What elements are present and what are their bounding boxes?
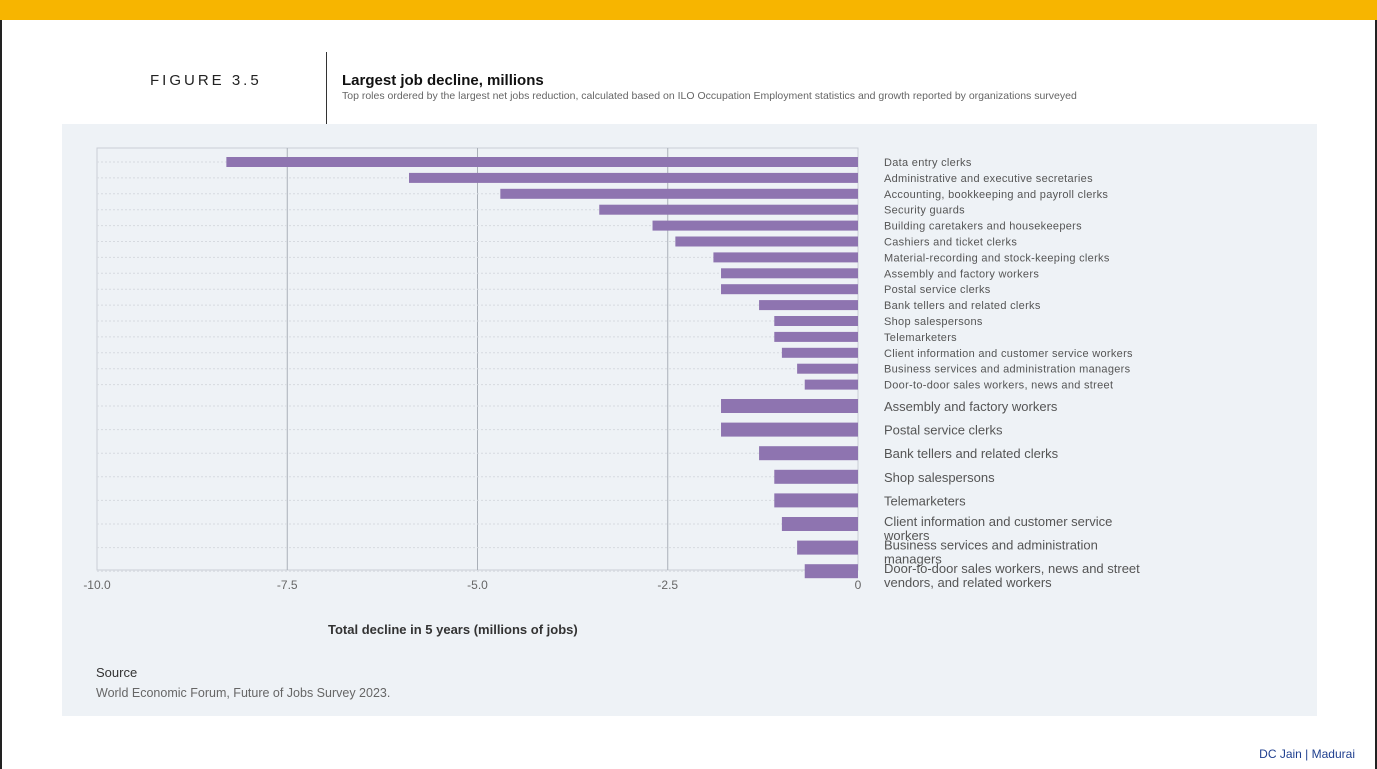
category-label: Client information and customer service w…	[883, 514, 1112, 543]
category-label: Door-to-door sales workers, news and str…	[884, 561, 1140, 590]
category-label: Business services and administration man…	[884, 364, 1131, 376]
bar	[804, 564, 858, 579]
category-label: Bank tellers and related clerks	[884, 446, 1059, 461]
bar	[721, 284, 858, 295]
category-label: Shop salespersons	[884, 316, 983, 328]
source-text: World Economic Forum, Future of Jobs Sur…	[96, 686, 391, 700]
category-label: Building caretakers and housekeepers	[884, 221, 1082, 233]
category-label: Shop salespersons	[884, 470, 995, 485]
bar	[774, 493, 858, 508]
bar	[652, 220, 858, 231]
frame-left-border	[0, 20, 2, 769]
top-accent-bar	[0, 0, 1377, 20]
category-label: Assembly and factory workers	[884, 399, 1058, 414]
bar	[226, 157, 858, 167]
bar	[774, 469, 858, 484]
bar	[781, 517, 858, 531]
bar	[713, 252, 858, 263]
category-label: Telemarketers	[884, 332, 957, 344]
category-label: Data entry clerks	[884, 157, 972, 169]
bar	[774, 316, 858, 326]
bar	[721, 268, 858, 279]
figure-subtitle: Top roles ordered by the largest net job…	[342, 90, 1077, 102]
x-tick-label: 0	[855, 578, 862, 592]
bar	[759, 300, 858, 311]
category-label: Material-recording and stock-keeping cle…	[884, 252, 1110, 264]
bar	[797, 540, 858, 555]
frame-right-border	[1375, 20, 1377, 769]
x-tick-label: -7.5	[277, 578, 298, 592]
x-axis-title: Total decline in 5 years (millions of jo…	[328, 622, 578, 637]
bar	[675, 236, 858, 247]
category-label: Door-to-door sales workers, news and str…	[884, 380, 1113, 392]
x-tick-label: -10.0	[83, 578, 111, 592]
bar	[599, 204, 858, 215]
figure-title: Largest job decline, millions	[342, 72, 544, 89]
category-label: Telemarketers	[884, 493, 966, 508]
x-tick-label: -2.5	[657, 578, 678, 592]
bar	[721, 422, 858, 437]
figure-divider	[326, 52, 327, 124]
footer-credit: DC Jain | Madurai	[1259, 747, 1355, 761]
bar	[781, 347, 858, 358]
bar	[797, 363, 858, 374]
category-label: Accounting, bookkeeping and payroll cler…	[884, 189, 1108, 201]
category-label: Bank tellers and related clerks	[884, 300, 1041, 312]
category-label: Security guards	[884, 205, 965, 217]
x-tick-label: -5.0	[467, 578, 488, 592]
bar	[804, 379, 858, 390]
category-label: Cashiers and ticket clerks	[884, 237, 1017, 249]
category-label: Client information and customer service …	[884, 348, 1133, 360]
bar	[721, 399, 858, 413]
category-label: Administrative and executive secretaries	[884, 173, 1093, 185]
bar	[500, 188, 858, 199]
bar	[409, 172, 858, 183]
source-label: Source	[96, 665, 138, 680]
category-label: Postal service clerks	[884, 284, 991, 296]
category-label: Business services and administration mana…	[884, 538, 1098, 567]
category-label: Postal service clerks	[884, 423, 1003, 438]
category-label: Assembly and factory workers	[884, 268, 1039, 280]
bar	[774, 331, 858, 342]
figure-number: FIGURE 3.5	[150, 72, 262, 89]
bar	[759, 446, 858, 461]
